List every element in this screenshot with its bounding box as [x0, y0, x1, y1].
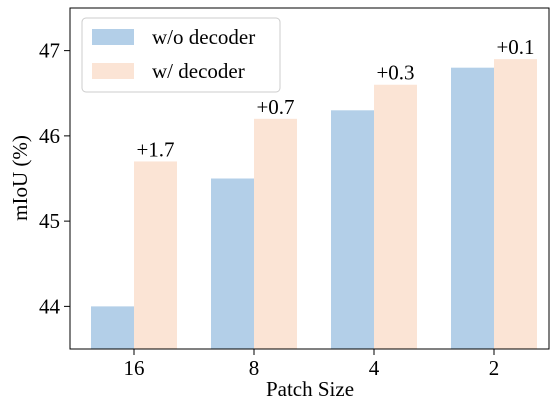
- legend-swatch-series-2: [92, 63, 134, 79]
- x-axis-label: Patch Size: [266, 377, 354, 401]
- bar-series-1-16: [91, 306, 134, 349]
- y-axis: 44 45 46 47: [39, 39, 70, 318]
- bar-series-1-8: [211, 178, 254, 349]
- legend-label-series-2: w/ decoder: [152, 59, 245, 83]
- legend-label-series-1: w/o decoder: [152, 25, 255, 49]
- bars-layer: [91, 59, 537, 350]
- x-tick-label: 2: [489, 356, 500, 380]
- bar-series-2-8: [254, 118, 297, 349]
- legend-swatch-series-1: [92, 29, 134, 45]
- x-tick-label: 4: [369, 356, 380, 380]
- y-axis-label: mIoU (%): [8, 135, 32, 221]
- x-axis: 16 8 4 2: [124, 349, 500, 380]
- bar-annotation-2: +0.1: [496, 35, 534, 59]
- bar-annotations: +1.7 +0.7 +0.3 +0.1: [136, 35, 534, 161]
- bar-series-1-2: [451, 67, 494, 350]
- x-tick-label: 16: [124, 356, 145, 380]
- y-tick-label: 44: [39, 294, 61, 318]
- y-tick-label: 46: [39, 124, 60, 148]
- bar-series-1-4: [331, 110, 374, 349]
- bar-series-2-2: [494, 59, 537, 350]
- legend: w/o decoder w/ decoder: [81, 17, 281, 93]
- y-tick-label: 47: [39, 39, 60, 63]
- bar-annotation-16: +1.7: [136, 137, 174, 161]
- bar-annotation-8: +0.7: [256, 95, 294, 119]
- bar-annotation-4: +0.3: [376, 61, 414, 85]
- bar-series-2-4: [374, 84, 417, 349]
- plot-frame: [69, 7, 550, 350]
- y-tick-label: 45: [39, 209, 60, 233]
- x-tick-label: 8: [249, 356, 260, 380]
- bar-series-2-16: [134, 161, 177, 349]
